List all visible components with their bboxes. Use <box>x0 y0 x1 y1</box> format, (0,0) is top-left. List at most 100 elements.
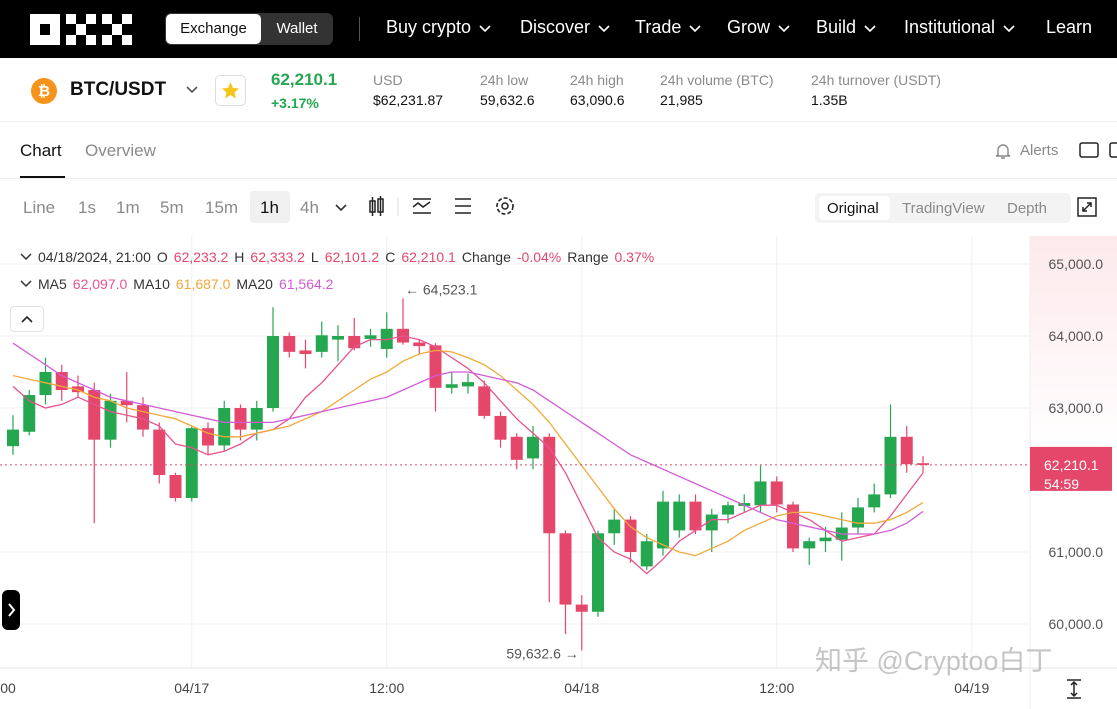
chevron-icon <box>778 25 790 33</box>
nav-item[interactable]: Grow <box>727 17 771 37</box>
interval[interactable]: 1m <box>116 198 140 217</box>
tool-icons[interactable] <box>365 193 525 221</box>
watermark: 知乎 @Cryptoo白丁 <box>815 646 1052 676</box>
stat-label: 24h volume (BTC) <box>660 72 774 88</box>
nav-item[interactable]: Buy crypto <box>386 17 472 37</box>
field-value: 62,210.1 <box>401 249 456 265</box>
candle-body <box>267 336 279 409</box>
interval[interactable]: 15m <box>205 198 239 217</box>
candle-body <box>332 336 344 340</box>
candle-body <box>592 533 604 612</box>
ma-line <box>12 349 924 557</box>
chevron-icon[interactable] <box>334 203 348 213</box>
candle-body <box>185 428 198 499</box>
stat-value: 1.35B <box>811 92 848 108</box>
candle-body <box>510 436 523 460</box>
candle-body <box>770 481 783 505</box>
chevron-icon[interactable] <box>185 85 199 95</box>
tab-bar: Chart Overview Alerts <box>0 122 1117 179</box>
candle-body <box>527 436 539 459</box>
svg-text:₿: ₿ <box>38 83 50 100</box>
stat-value: 63,090.6 <box>570 92 625 108</box>
candle-body <box>543 436 556 534</box>
nav-item[interactable]: Build <box>816 17 857 37</box>
nav-item[interactable]: Discover <box>520 17 591 37</box>
y-tick-label: 60,000.0 <box>1049 616 1104 632</box>
logo[interactable] <box>30 14 132 45</box>
candle-body <box>315 335 328 352</box>
ma-value: 62,097.0 <box>72 276 128 292</box>
chevron-icon <box>20 253 32 261</box>
expand-icon[interactable] <box>1077 197 1097 217</box>
candle-body <box>868 494 881 508</box>
interval[interactable]: 1s <box>78 198 96 217</box>
field-label: H <box>234 249 245 265</box>
view-option[interactable]: Original <box>827 200 879 217</box>
ma-name: MA10 <box>133 276 170 292</box>
candle-body <box>722 505 734 515</box>
chevron-icon <box>598 25 610 33</box>
candle-body <box>364 335 377 339</box>
candle-body <box>413 342 426 347</box>
candle-body <box>787 504 799 549</box>
candle-body <box>23 395 36 432</box>
ticker-bar: ₿ BTC/USDT 62,210.1 +3.17% USD $62,231.87… <box>0 58 1117 122</box>
candle-body <box>819 537 832 542</box>
candle-body <box>299 350 312 355</box>
ma-legend: MA5 62,097.0 MA10 61,687.0 MA20 61,564.2 <box>20 276 339 292</box>
candle-body <box>283 336 296 352</box>
favorite-button[interactable] <box>215 75 246 106</box>
candle-body <box>884 436 897 495</box>
interval[interactable]: 1h <box>260 198 279 217</box>
nav-item[interactable]: Institutional <box>904 17 996 37</box>
interval[interactable]: 4h <box>300 198 319 217</box>
y-tick-label: 65,000.0 <box>1049 256 1104 272</box>
toolbar: Line 1s 1m 5m 15m 1h 4h Original TradingView Dep… <box>0 179 1117 236</box>
chevron-icon <box>20 280 32 288</box>
candle-body <box>234 408 247 430</box>
nav-item[interactable]: Trade <box>635 17 682 37</box>
layout-icons[interactable] <box>1079 142 1117 160</box>
candle-body <box>803 541 816 549</box>
chevron-icon <box>689 25 701 33</box>
interval[interactable]: Line <box>23 198 56 217</box>
candle-body <box>624 519 637 553</box>
plot-area <box>0 236 1030 668</box>
stat-label: 24h turnover (USDT) <box>811 72 941 88</box>
x-tick-label: 04/17 <box>174 680 209 696</box>
view-option[interactable]: TradingView <box>902 200 985 217</box>
y-tick-label: 61,000.0 <box>1049 544 1104 560</box>
view-option[interactable]: Depth <box>1007 200 1048 217</box>
candle-body <box>39 372 52 396</box>
candle-body <box>852 507 864 528</box>
bell-icon[interactable] <box>993 141 1013 161</box>
view-switch: Original TradingView Depth <box>815 193 1071 223</box>
collapse-button[interactable] <box>10 306 44 332</box>
selected-bg <box>819 196 890 220</box>
tab[interactable]: Chart <box>20 141 62 160</box>
sidebar-toggle[interactable] <box>2 590 20 630</box>
candle-body <box>218 408 231 446</box>
price-tag <box>1030 446 1112 491</box>
stat-value: 21,985 <box>660 92 703 108</box>
scale-icon[interactable] <box>1064 678 1084 700</box>
candle-body <box>104 400 117 440</box>
field-label: Range <box>567 249 609 265</box>
tab[interactable]: Overview <box>85 141 156 160</box>
time: 04/18/2024, 21:00 <box>38 249 151 265</box>
pair[interactable]: BTC/USDT <box>70 79 167 100</box>
toggle-option[interactable]: Wallet <box>276 20 318 37</box>
field-label: Change <box>461 249 511 265</box>
y-tick-label: 64,000.0 <box>1049 328 1104 344</box>
price-tag-countdown: 54:59 <box>1044 476 1079 492</box>
ma-line <box>12 342 924 535</box>
candle-body <box>462 382 474 387</box>
chevron-icon <box>479 25 491 33</box>
candle-body <box>72 386 84 393</box>
nav-item[interactable]: Learn <box>1046 17 1093 37</box>
alerts-link[interactable]: Alerts <box>1020 142 1059 159</box>
x-tick-label: 12:00 <box>369 680 404 696</box>
interval[interactable]: 5m <box>160 198 184 217</box>
toggle-option[interactable]: Exchange <box>166 14 261 44</box>
